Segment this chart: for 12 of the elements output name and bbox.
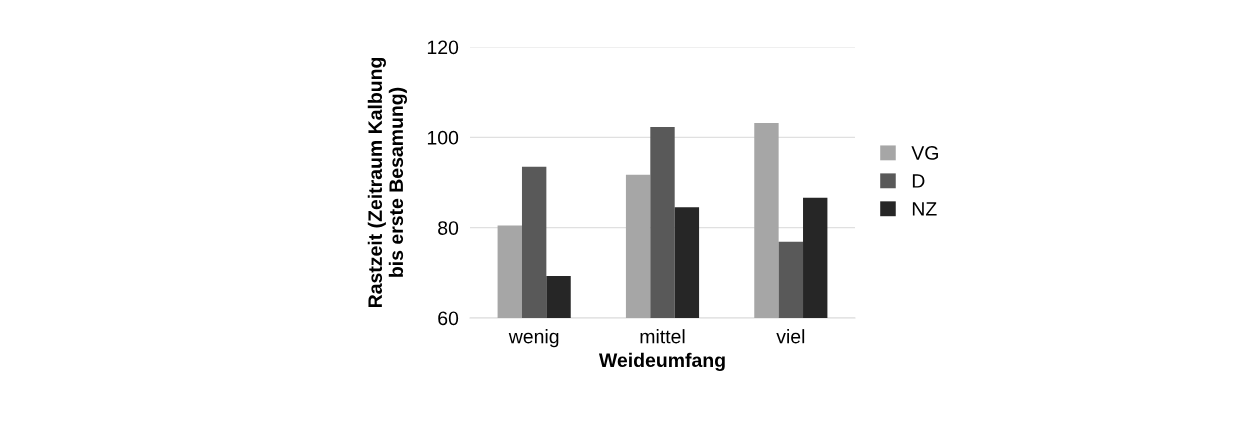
x-tick-label: viel [776,329,805,344]
x-tick-label: wenig [508,329,559,348]
y-axis-title: Rastzeit (Zeitraum Kalbung bis erste Besamung) [367,57,408,308]
y-tick-label: 120 [427,40,459,55]
x-axis-title: Weideumfang [598,352,725,371]
y-tick-label: 80 [438,221,459,235]
x-tick-label: mittel [640,329,685,344]
y-tick-label: 60 [438,311,459,326]
legend-label: NZ [912,202,937,216]
legend-label: VG [911,146,938,160]
y-tick-label: 100 [427,130,459,145]
legend-label: D [912,174,925,188]
